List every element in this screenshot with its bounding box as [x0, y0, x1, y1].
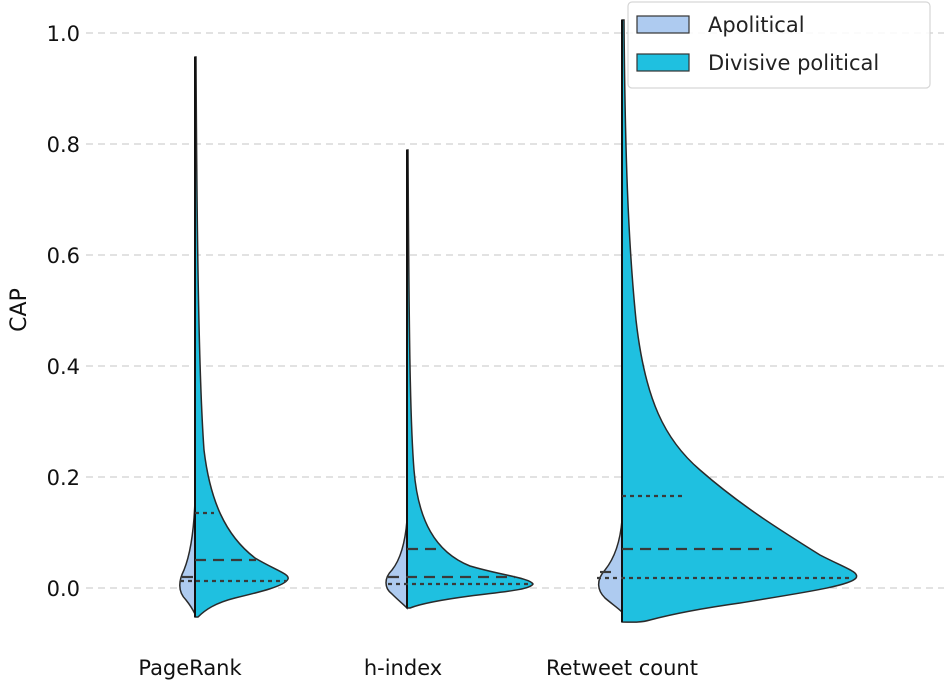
legend-swatch-divisive [636, 53, 690, 72]
legend-swatch-apolitical [636, 15, 690, 34]
x-axis-categories: PageRank h-index Retweet count [138, 656, 698, 680]
violin-retweet-count [597, 19, 858, 623]
y-tick-label: 0.2 [47, 466, 80, 490]
x-tick-label: Retweet count [546, 656, 698, 680]
y-tick-label: 0.6 [47, 244, 80, 268]
x-tick-label: h-index [364, 656, 442, 680]
violin-pagerank-apolitical [179, 499, 196, 615]
violin-pagerank [179, 56, 289, 618]
violin-pagerank-divisive [194, 56, 289, 618]
violin-retweet-apolitical [597, 519, 623, 614]
legend: Apolitical Divisive political [627, 1, 931, 89]
violin-h-index-apolitical [385, 519, 408, 610]
y-tick-label: 0.4 [47, 355, 80, 379]
y-tick-label: 0.8 [47, 133, 80, 157]
violin-retweet-divisive [621, 19, 858, 623]
legend-label-divisive: Divisive political [708, 51, 879, 75]
x-tick-label: PageRank [138, 656, 242, 680]
legend-label-apolitical: Apolitical [708, 13, 805, 37]
y-tick-label: 0.0 [47, 577, 80, 601]
violin-h-index [385, 149, 534, 610]
y-axis-label: CAP [7, 288, 32, 332]
violin-h-index-divisive [406, 149, 534, 609]
y-axis-ticks: 1.0 0.8 0.6 0.4 0.2 0.0 [47, 22, 80, 601]
y-tick-label: 1.0 [47, 22, 80, 46]
